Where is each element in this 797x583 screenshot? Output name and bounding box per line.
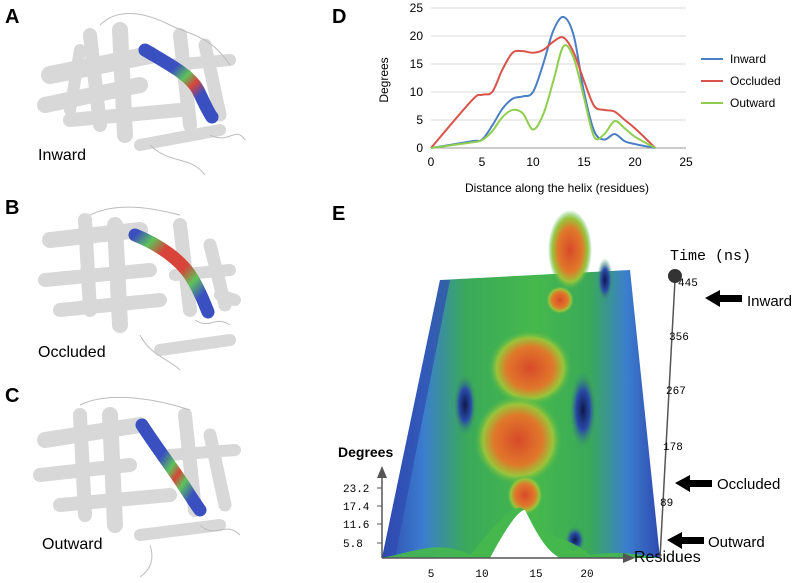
panel-c-letter: C — [5, 385, 20, 407]
surface-peak-middle-upper — [488, 330, 572, 406]
marker-outward: Outward — [667, 532, 765, 551]
series-line-outward — [430, 44, 656, 149]
x-axis-label-e: Residues — [634, 549, 701, 566]
surface-trough-left — [453, 373, 477, 437]
time-tick-label: 89 — [660, 498, 673, 510]
protein-structure-outward — [33, 396, 241, 578]
panel-a-letter: A — [5, 6, 20, 28]
time-axis-line — [659, 279, 676, 559]
x-tick-label-e: 15 — [529, 569, 542, 581]
x-axis-arrow — [623, 553, 635, 563]
panel-d-letter: D — [332, 6, 347, 28]
surface-plot: 5.8 11.6 17.4 23.2 Degrees 5 10 15 20 Residues… — [338, 210, 792, 581]
y-tick-label: 0 — [416, 141, 423, 155]
surface-peak-bottom — [507, 475, 543, 515]
time-tick-label: 178 — [663, 442, 683, 454]
z-tick-label: 5.8 — [343, 539, 363, 551]
z-tick-label: 11.6 — [343, 520, 369, 532]
z-tick-label: 23.2 — [343, 484, 369, 496]
y-tick-label: 25 — [410, 1, 424, 15]
state-label-inward: Inward — [38, 147, 87, 164]
x-tick-label: 0 — [428, 155, 435, 169]
y-tick-label: 20 — [410, 29, 424, 43]
marker-occluded-label: Occluded — [717, 476, 780, 493]
helix-occluded — [128, 228, 215, 319]
time-tick-label: 445 — [678, 278, 698, 290]
x-tick-label-e: 10 — [475, 569, 488, 581]
x-tick-label: 5 — [479, 155, 486, 169]
z-axis-arrow — [377, 466, 387, 478]
surface-trough-right — [569, 370, 597, 450]
x-tick-label-e: 5 — [428, 569, 435, 581]
surface-left-edge — [382, 280, 450, 558]
state-label-outward: Outward — [42, 536, 103, 553]
time-axis-end — [668, 269, 682, 283]
surface-peak-small — [546, 286, 574, 314]
marker-outward-label: Outward — [708, 534, 765, 551]
state-label-occluded: Occluded — [38, 344, 106, 361]
x-tick-label: 20 — [628, 155, 642, 169]
protein-structure-inward — [37, 12, 246, 176]
helix-outward — [135, 418, 207, 517]
y-tick-label: 15 — [410, 57, 424, 71]
marker-occluded: Occluded — [675, 475, 780, 493]
legend-label-inward: Inward — [730, 52, 766, 66]
surface-front-notch — [490, 510, 560, 558]
series-line-occluded — [430, 36, 657, 149]
x-tick-label: 15 — [577, 155, 591, 169]
marker-inward: Inward — [705, 290, 792, 310]
time-axis-label: Time (ns) — [670, 248, 751, 265]
panel-e-letter: E — [332, 203, 346, 225]
legend-label-occluded: Occluded — [730, 74, 781, 88]
surface-peak-top — [548, 210, 592, 290]
series-line-inward — [430, 15, 656, 149]
legend-label-outward: Outward — [730, 96, 775, 110]
x-tick-label: 10 — [526, 155, 540, 169]
surface-peak-middle-lower — [474, 395, 562, 485]
protein-structure-occluded — [38, 206, 241, 371]
z-tick-label: 17.4 — [343, 502, 370, 514]
marker-inward-label: Inward — [747, 293, 792, 310]
helix-inward — [138, 43, 219, 124]
time-tick-label: 267 — [666, 386, 686, 398]
panel-b-letter: B — [5, 197, 20, 219]
y-tick-label: 10 — [410, 85, 424, 99]
line-chart: 0 5 10 15 20 25 0 5 10 15 20 25 Degrees Distance al… — [377, 1, 781, 195]
x-tick-label-e: 20 — [580, 569, 593, 581]
z-axis-label: Degrees — [338, 444, 393, 460]
x-tick-label: 25 — [679, 155, 693, 169]
x-axis-label: Distance along the helix (residues) — [465, 181, 649, 195]
y-axis-label: Degrees — [377, 57, 391, 102]
surface-trough-top — [597, 258, 613, 302]
y-tick-label: 5 — [416, 113, 423, 127]
time-tick-label: 356 — [669, 332, 689, 344]
